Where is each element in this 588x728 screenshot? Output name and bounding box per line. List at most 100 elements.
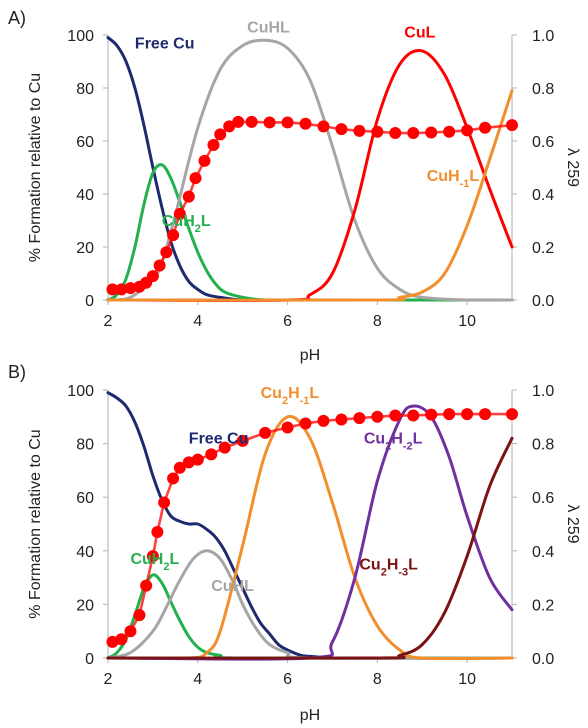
data-point-259 xyxy=(317,414,330,427)
series-line-cuhl xyxy=(106,549,514,660)
data-point-259 xyxy=(173,461,186,474)
y-tick-label: 80 xyxy=(76,81,94,98)
y-tick-label: 60 xyxy=(76,134,94,151)
series-line-cu2hm2l xyxy=(106,404,514,661)
y-tick-label: 40 xyxy=(76,187,94,204)
y2-tick-label: 0.4 xyxy=(532,187,554,204)
series-line-free-cu xyxy=(106,391,514,660)
data-point-259 xyxy=(232,115,245,128)
y2-tick-label: 0.4 xyxy=(532,544,554,561)
data-point-259 xyxy=(443,408,456,421)
y-tick-label: 40 xyxy=(76,544,94,561)
y2-tick-label: 0.0 xyxy=(532,293,554,310)
y2-tick-label: 1.0 xyxy=(532,28,554,45)
data-point-259 xyxy=(335,123,348,136)
data-point-259 xyxy=(353,124,366,137)
y-tick-label: 20 xyxy=(76,240,94,257)
series-label-cuhl: CuHL xyxy=(211,578,254,595)
data-point-259 xyxy=(506,119,518,132)
y-tick-label: 20 xyxy=(76,597,94,614)
data-point-259 xyxy=(160,246,173,259)
data-point-259 xyxy=(407,127,420,140)
data-point-259 xyxy=(281,116,294,129)
x-tick-label: 8 xyxy=(373,313,382,330)
series-line-259 xyxy=(112,120,513,291)
data-point-259 xyxy=(335,413,348,426)
y2-tick-label: 0.0 xyxy=(532,651,554,668)
data-point-259 xyxy=(115,283,128,296)
series-label-free-cu: Free Cu xyxy=(135,35,195,52)
series-label-free-cu: Free Cu xyxy=(189,431,249,448)
data-point-259 xyxy=(259,426,272,439)
data-point-259 xyxy=(189,172,202,185)
data-point-259 xyxy=(106,283,119,296)
y-tick-label: 100 xyxy=(67,383,94,400)
x-tick-label: 4 xyxy=(193,313,202,330)
data-point-259 xyxy=(371,410,384,423)
x-tick-label: 6 xyxy=(283,313,292,330)
chart-panel-a: A)2 4 6 8 100204060801000.00.20.40.60.81.0pH… xyxy=(8,8,581,364)
x-tick-label: 10 xyxy=(458,671,476,688)
chart-panel-b: B)2 4 6 8 100204060801000.00.20.40.60.81.0pH… xyxy=(8,362,581,724)
x-tick-label: 2 xyxy=(104,671,113,688)
series-label-cuhl: CuHL xyxy=(247,19,290,36)
x-axis-title: pH xyxy=(300,347,320,364)
data-point-259 xyxy=(167,472,180,485)
y-tick-label: 80 xyxy=(76,437,94,454)
y-tick-label: 60 xyxy=(76,490,94,507)
data-point-259 xyxy=(407,409,420,422)
data-point-259 xyxy=(146,550,159,563)
y2-axis-title: λ 259 xyxy=(564,148,581,187)
series-label-cu2hm3l: Cu2H-3L xyxy=(359,557,418,579)
data-point-259 xyxy=(207,138,220,151)
series-label-cuh2l: CuH2L xyxy=(162,213,211,235)
data-point-259 xyxy=(198,154,211,167)
x-axis-title: pH xyxy=(300,707,320,724)
data-point-259 xyxy=(371,125,384,138)
series-line-cu2hm1l xyxy=(106,414,514,661)
data-point-259 xyxy=(389,409,402,422)
y-axis-title: % Formation relative to Cu xyxy=(27,429,44,618)
series-line-cuhm1l xyxy=(106,89,514,302)
data-point-259 xyxy=(263,116,276,129)
y2-axis-title: λ 259 xyxy=(564,504,581,543)
data-point-259 xyxy=(124,625,137,638)
data-point-259 xyxy=(146,270,159,283)
data-point-259 xyxy=(151,526,164,539)
series-label-cuh2l: CuH2L xyxy=(130,551,179,573)
series-label-cul: CuL xyxy=(404,25,435,42)
y2-tick-label: 0.6 xyxy=(532,490,554,507)
data-point-259 xyxy=(115,633,128,646)
y2-tick-label: 0.8 xyxy=(532,81,554,98)
data-point-259 xyxy=(124,282,137,295)
data-point-259 xyxy=(353,412,366,425)
data-point-259 xyxy=(389,127,402,140)
data-point-259 xyxy=(133,609,146,622)
data-point-259 xyxy=(236,434,249,447)
x-tick-label: 8 xyxy=(373,671,382,688)
data-point-259 xyxy=(506,408,518,421)
series-label-cu2hm2l: Cu2H-2L xyxy=(364,431,423,453)
data-point-259 xyxy=(218,441,231,454)
series-label-cu2hm1l: Cu2H-1L xyxy=(261,385,320,407)
y-tick-label: 0 xyxy=(85,651,94,668)
x-tick-label: 6 xyxy=(283,671,292,688)
data-point-259 xyxy=(299,417,312,430)
y2-tick-label: 0.6 xyxy=(532,134,554,151)
data-point-259 xyxy=(182,190,195,203)
data-point-259 xyxy=(205,448,218,461)
x-tick-label: 4 xyxy=(193,671,202,688)
data-point-259 xyxy=(461,408,474,421)
y-tick-label: 0 xyxy=(85,293,94,310)
series-label-cuhm1l: CuH-1L xyxy=(427,168,480,190)
data-point-259 xyxy=(479,408,492,421)
data-point-259 xyxy=(191,453,204,466)
data-point-259 xyxy=(299,117,312,130)
data-point-259 xyxy=(479,121,492,134)
data-point-259 xyxy=(158,496,171,509)
data-point-259 xyxy=(461,124,474,137)
series-line-cu2hm3l xyxy=(106,436,514,660)
panel-label: B) xyxy=(8,362,26,382)
data-point-259 xyxy=(173,207,186,220)
